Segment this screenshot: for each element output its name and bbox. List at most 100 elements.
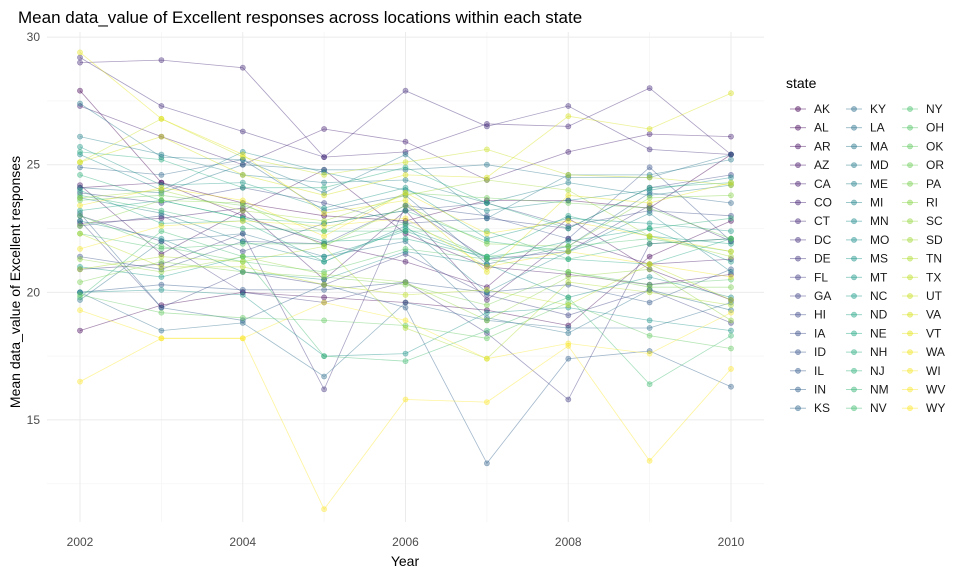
- data-point-me: [77, 133, 83, 140]
- data-point-oh: [321, 268, 327, 275]
- legend-item-il: IL: [790, 364, 824, 378]
- data-point-wy: [646, 457, 653, 464]
- data-point-ny: [158, 245, 165, 252]
- series-line-md: [79, 103, 732, 219]
- data-point-ks: [565, 243, 572, 250]
- series-line-de: [79, 204, 732, 391]
- grid: [47, 32, 764, 522]
- data-point-mn: [321, 169, 327, 176]
- data-point-me: [158, 151, 165, 158]
- legend-item-ak: AK: [790, 102, 830, 116]
- data-point-wi: [483, 263, 490, 270]
- data-point-fl: [239, 289, 246, 296]
- data-point-nj: [646, 225, 653, 232]
- data-point-tx: [646, 261, 653, 268]
- legend-key-point: [907, 180, 913, 187]
- data-point-ga: [483, 291, 490, 298]
- legend-label: WY: [926, 401, 945, 415]
- data-point-nh: [565, 225, 572, 232]
- data-point-ak: [565, 197, 572, 204]
- data-point-vt: [728, 179, 734, 186]
- legend-label: ND: [870, 308, 888, 322]
- data-point-ky: [158, 327, 165, 334]
- legend-label: MI: [870, 196, 883, 210]
- legend-item-hi: HI: [790, 308, 826, 322]
- legend-key-point: [907, 274, 913, 281]
- data-point-me: [483, 200, 490, 206]
- data-point-sd: [158, 187, 165, 194]
- data-point-oh: [565, 268, 572, 275]
- data-point-in: [565, 355, 572, 362]
- data-point-al: [239, 289, 246, 296]
- data-point-ca: [565, 235, 572, 242]
- data-point-vt: [158, 115, 165, 122]
- series-line-in: [79, 212, 732, 465]
- data-point-tx: [483, 286, 490, 293]
- legend-key-point: [851, 143, 857, 150]
- data-point-sc: [77, 256, 83, 262]
- data-point-ar: [77, 184, 83, 191]
- data-point-wa: [158, 184, 165, 191]
- series-line-az: [79, 169, 732, 286]
- data-point-wy: [239, 335, 246, 342]
- legend-item-nv: NV: [846, 401, 887, 415]
- y-axis-title: Mean data_value of Excellent responses: [7, 156, 23, 408]
- legend-item-de: DE: [790, 252, 831, 266]
- data-point-va: [483, 174, 490, 181]
- data-point-co: [728, 133, 734, 140]
- series-line-ga: [79, 220, 732, 324]
- legend-label: MN: [870, 214, 889, 228]
- series-line-ca: [79, 207, 732, 301]
- data-point-tn: [646, 289, 653, 296]
- legend-label: WV: [926, 383, 945, 397]
- data-point-ia: [402, 207, 409, 214]
- data-point-ga: [239, 268, 246, 275]
- data-point-wv: [321, 299, 327, 306]
- legend-item-tn: TN: [902, 252, 942, 266]
- data-point-tx: [239, 263, 246, 270]
- data-point-la: [646, 286, 653, 293]
- data-point-nd: [158, 197, 165, 204]
- series-line-mi: [79, 197, 732, 293]
- data-point-nv: [728, 332, 734, 339]
- legend-key-point: [907, 311, 913, 318]
- data-point-ak: [646, 205, 653, 211]
- data-point-ky: [565, 325, 572, 331]
- data-point-de: [239, 230, 246, 237]
- legend-label: WA: [926, 345, 945, 359]
- data-point-ar: [239, 212, 246, 219]
- data-point-wy: [565, 342, 572, 349]
- data-point-or: [158, 192, 165, 199]
- data-point-ma: [321, 166, 327, 173]
- legend-key-point: [795, 349, 801, 355]
- data-point-sd: [239, 207, 246, 214]
- legend-key-point: [795, 124, 801, 131]
- data-point-sc: [158, 268, 165, 275]
- data-point-ny: [565, 243, 572, 250]
- legend-item-mn: MN: [846, 214, 889, 228]
- data-point-la: [728, 307, 734, 314]
- data-point-ak: [321, 212, 327, 219]
- legend-item-nj: NJ: [846, 364, 885, 378]
- series-line-ut: [79, 118, 732, 186]
- data-point-ga: [402, 251, 409, 257]
- data-point-wi: [158, 223, 165, 229]
- data-point-or: [728, 235, 734, 242]
- data-point-tx: [565, 302, 572, 308]
- data-point-ms: [565, 304, 572, 311]
- data-point-wa: [728, 248, 734, 255]
- legend-key-point: [851, 330, 857, 337]
- legend-key-point: [795, 386, 801, 393]
- data-point-co: [565, 148, 572, 155]
- data-point-la: [158, 238, 165, 245]
- series-line-il: [79, 268, 732, 303]
- data-point-tx: [77, 230, 83, 237]
- data-point-ok: [565, 299, 572, 306]
- data-point-ca: [239, 205, 246, 211]
- data-point-ga: [565, 312, 572, 319]
- data-point-de: [565, 248, 572, 255]
- legend-item-mt: MT: [846, 270, 888, 284]
- data-point-hi: [402, 220, 409, 227]
- series-line-va: [79, 92, 732, 196]
